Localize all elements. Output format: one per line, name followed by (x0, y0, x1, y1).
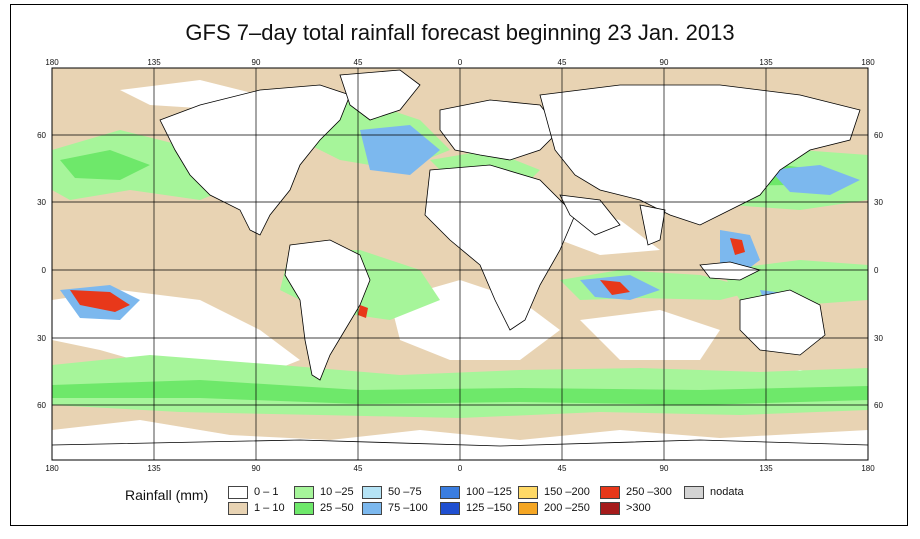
lon-label: 45 (558, 58, 567, 67)
legend-text-6: 100 –125 (466, 486, 512, 498)
legend-swatch-1 (228, 502, 248, 515)
lat-labels-left: 60 30 0 30 60 (37, 131, 46, 410)
lon-label: 90 (252, 58, 261, 67)
lat-label: 60 (37, 131, 46, 140)
lat-label: 60 (874, 401, 883, 410)
lon-label: 180 (45, 58, 59, 67)
legend-swatch-4 (362, 486, 382, 499)
legend-text-12: nodata (710, 486, 744, 498)
legend-text-0: 0 – 1 (254, 486, 279, 498)
legend-text-7: 125 –150 (466, 502, 512, 514)
legend-swatch-10 (600, 486, 620, 499)
lon-label: 90 (660, 58, 669, 67)
lon-label: 0 (458, 464, 463, 473)
lon-label: 90 (660, 464, 669, 473)
lon-label: 90 (252, 464, 261, 473)
legend-text-4: 50 –75 (388, 486, 422, 498)
legend-swatch-3 (294, 502, 314, 515)
lat-label: 30 (37, 198, 46, 207)
lon-label: 180 (861, 464, 875, 473)
lat-label: 60 (874, 131, 883, 140)
legend-swatch-11 (600, 502, 620, 515)
lon-label: 0 (458, 58, 463, 67)
legend-text-2: 10 –25 (320, 486, 354, 498)
lat-label: 30 (37, 334, 46, 343)
lon-label: 180 (861, 58, 875, 67)
lat-label: 0 (874, 266, 879, 275)
legend-text-5: 75 –100 (388, 502, 428, 514)
legend-swatch-2 (294, 486, 314, 499)
lon-label: 180 (45, 464, 59, 473)
lon-labels-bottom: 180 135 90 45 0 45 90 135 180 (45, 464, 875, 473)
lon-label: 135 (147, 464, 161, 473)
map-border (51, 67, 869, 461)
lon-label: 135 (759, 464, 773, 473)
lon-label: 45 (354, 58, 363, 67)
lon-label: 135 (759, 58, 773, 67)
legend-swatch-9 (518, 502, 538, 515)
legend-title: Rainfall (mm) (125, 487, 209, 503)
lon-label: 45 (558, 464, 567, 473)
lat-label: 30 (874, 334, 883, 343)
legend-swatch-0 (228, 486, 248, 499)
map-title: GFS 7–day total rainfall forecast beginn… (185, 20, 735, 45)
lat-label: 0 (42, 266, 47, 275)
legend-text-9: 200 –250 (544, 502, 590, 514)
lon-labels-top: 180 135 90 45 0 45 90 135 180 (45, 58, 875, 67)
lat-label: 60 (37, 401, 46, 410)
legend-text-10: 250 –300 (626, 486, 672, 498)
lon-label: 135 (147, 58, 161, 67)
legend-swatch-5 (362, 502, 382, 515)
legend-swatch-12 (684, 486, 704, 499)
legend-swatch-6 (440, 486, 460, 499)
legend-text-3: 25 –50 (320, 502, 354, 514)
lat-label: 30 (874, 198, 883, 207)
legend-text-11: >300 (626, 502, 651, 514)
graticule (52, 68, 868, 460)
lon-label: 45 (354, 464, 363, 473)
lat-labels-right: 60 30 0 30 60 (874, 131, 883, 410)
legend-swatch-8 (518, 486, 538, 499)
legend-text-1: 1 – 10 (254, 502, 285, 514)
legend-text-8: 150 –200 (544, 486, 590, 498)
legend-swatch-7 (440, 502, 460, 515)
